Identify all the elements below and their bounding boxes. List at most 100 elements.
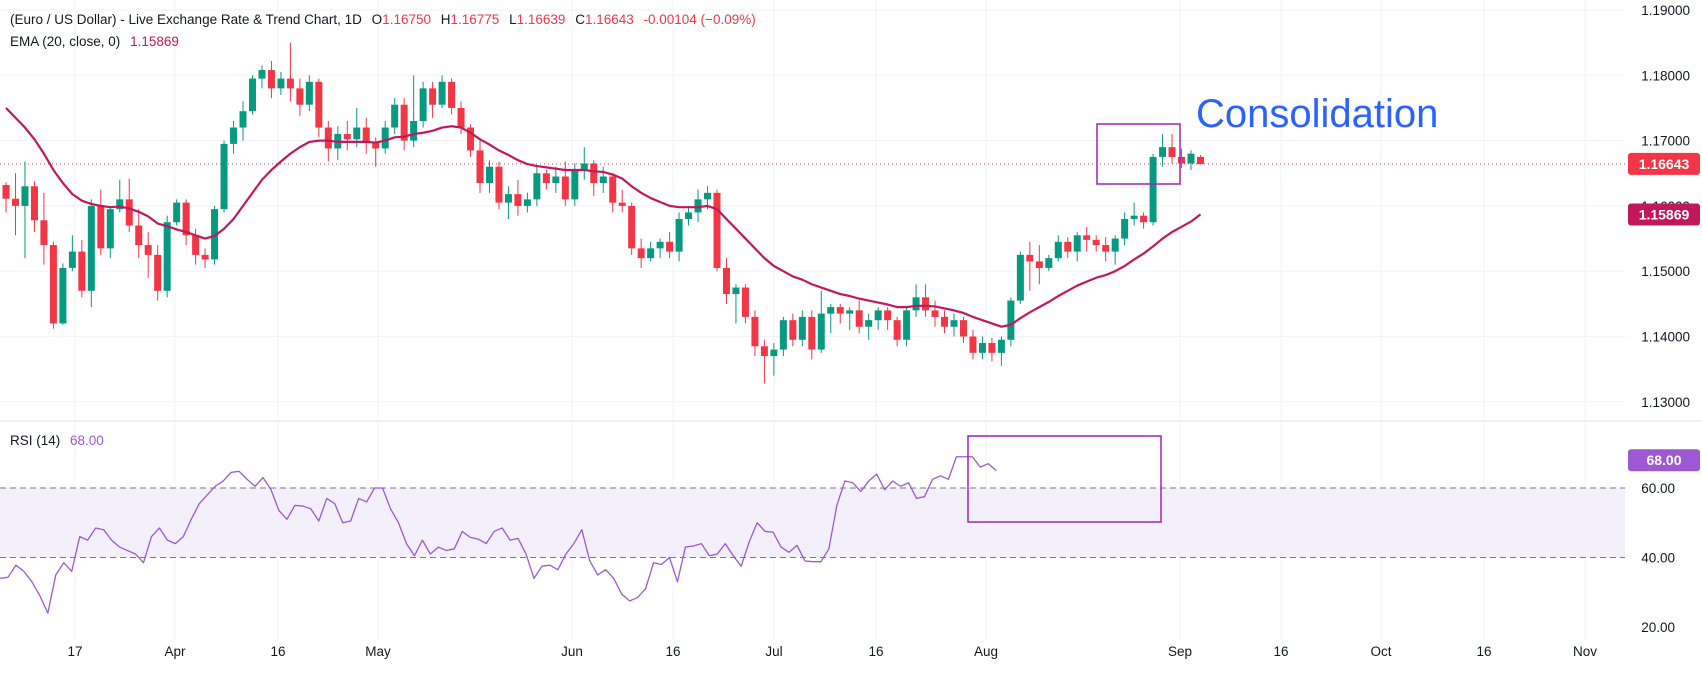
candle-body bbox=[87, 205, 95, 291]
candle-body bbox=[732, 287, 740, 295]
candle-body bbox=[286, 78, 294, 89]
candle bbox=[1196, 154, 1204, 165]
candle bbox=[1026, 241, 1034, 291]
time-tick-label: 16 bbox=[868, 644, 883, 659]
candle bbox=[959, 316, 967, 344]
candle bbox=[135, 209, 143, 259]
candle-body bbox=[1149, 156, 1157, 223]
candle bbox=[1007, 297, 1015, 347]
time-tick-label: Oct bbox=[1370, 644, 1391, 659]
candle bbox=[817, 290, 825, 353]
candle-body bbox=[827, 307, 835, 314]
rsi-value: 68.00 bbox=[70, 433, 104, 448]
candle-body bbox=[713, 192, 721, 268]
candle bbox=[580, 147, 588, 180]
candle-body bbox=[1111, 238, 1119, 252]
candle-body bbox=[1159, 147, 1167, 157]
ema-badge-bg bbox=[1628, 203, 1700, 226]
candle-body bbox=[21, 186, 29, 206]
price-tick-label: 1.17000 bbox=[1641, 134, 1690, 149]
rsi-legend[interactable]: RSI (14) 68.00 bbox=[10, 433, 110, 448]
candle bbox=[836, 303, 844, 324]
candle-body bbox=[542, 173, 550, 184]
ema-legend[interactable]: EMA (20, close, 0) 1.15869 bbox=[10, 34, 185, 49]
candle-body bbox=[628, 205, 636, 249]
candle-body bbox=[988, 343, 996, 353]
candle bbox=[637, 238, 645, 268]
candle bbox=[1149, 153, 1157, 226]
candle bbox=[1130, 202, 1138, 226]
candle-body bbox=[552, 176, 560, 184]
ohlc-open: O1.16750 bbox=[371, 12, 431, 27]
candle-body bbox=[372, 141, 380, 149]
candle-body bbox=[1102, 245, 1110, 252]
candle bbox=[1035, 245, 1043, 285]
candle bbox=[713, 189, 721, 272]
candle-body bbox=[277, 78, 285, 89]
candle-body bbox=[675, 218, 683, 252]
rsi-band bbox=[0, 488, 1625, 558]
candle bbox=[666, 232, 674, 259]
time-tick-label: Nov bbox=[1573, 644, 1597, 659]
candle bbox=[552, 166, 560, 193]
candle-body bbox=[590, 163, 598, 184]
candle-body bbox=[865, 320, 873, 327]
candle-body bbox=[1083, 235, 1091, 240]
candle bbox=[220, 140, 228, 213]
candle-body bbox=[1073, 235, 1081, 252]
candle-body bbox=[495, 166, 503, 203]
candle-body bbox=[30, 186, 38, 221]
candle bbox=[884, 307, 892, 330]
candle-body bbox=[116, 199, 124, 210]
candle-body bbox=[770, 349, 778, 357]
symbol-title: (Euro / US Dollar) - Live Exchange Rate … bbox=[10, 12, 362, 27]
candle bbox=[154, 245, 162, 301]
candle-body bbox=[419, 88, 427, 122]
candle-body bbox=[523, 199, 531, 206]
candle-body bbox=[1187, 153, 1195, 164]
candle bbox=[808, 310, 816, 360]
time-tick-label: May bbox=[365, 644, 391, 659]
candle bbox=[903, 307, 911, 347]
candle bbox=[732, 284, 740, 324]
candle-body bbox=[1130, 215, 1138, 219]
candle bbox=[381, 121, 389, 154]
candle bbox=[922, 284, 930, 317]
candle bbox=[315, 78, 323, 138]
candle-body bbox=[68, 251, 76, 268]
candle-body bbox=[125, 199, 133, 226]
time-tick-label: 16 bbox=[1273, 644, 1288, 659]
candle bbox=[400, 98, 408, 151]
candle-body bbox=[637, 248, 645, 259]
candle-body bbox=[1196, 156, 1204, 165]
candle-body bbox=[78, 251, 86, 291]
price-tick-label: 1.15000 bbox=[1641, 264, 1690, 279]
candle bbox=[865, 313, 873, 340]
candle-body bbox=[941, 316, 949, 327]
candle-body bbox=[808, 316, 816, 350]
time-tick-label: Jun bbox=[561, 644, 583, 659]
candle-body bbox=[485, 166, 493, 184]
candle-body bbox=[722, 267, 730, 295]
candle bbox=[798, 310, 806, 347]
rsi-tick-label: 20.00 bbox=[1641, 620, 1675, 635]
candle-body bbox=[1178, 156, 1186, 164]
rsi-badge: 68.00 bbox=[1628, 449, 1700, 472]
candle bbox=[21, 161, 29, 259]
candle-body bbox=[258, 70, 266, 79]
candle-body bbox=[230, 127, 238, 144]
candle bbox=[590, 160, 598, 197]
candle bbox=[286, 42, 294, 102]
candle-body bbox=[154, 254, 162, 291]
symbol-header: (Euro / US Dollar) - Live Exchange Rate … bbox=[10, 12, 762, 27]
candle bbox=[1092, 235, 1100, 252]
candle-body bbox=[248, 78, 256, 112]
candle bbox=[1168, 134, 1176, 164]
candle-body bbox=[163, 222, 171, 291]
candle-body bbox=[2, 185, 10, 199]
candle-body bbox=[874, 310, 882, 321]
candle bbox=[789, 313, 797, 347]
candle bbox=[647, 241, 655, 262]
candle bbox=[760, 339, 768, 384]
